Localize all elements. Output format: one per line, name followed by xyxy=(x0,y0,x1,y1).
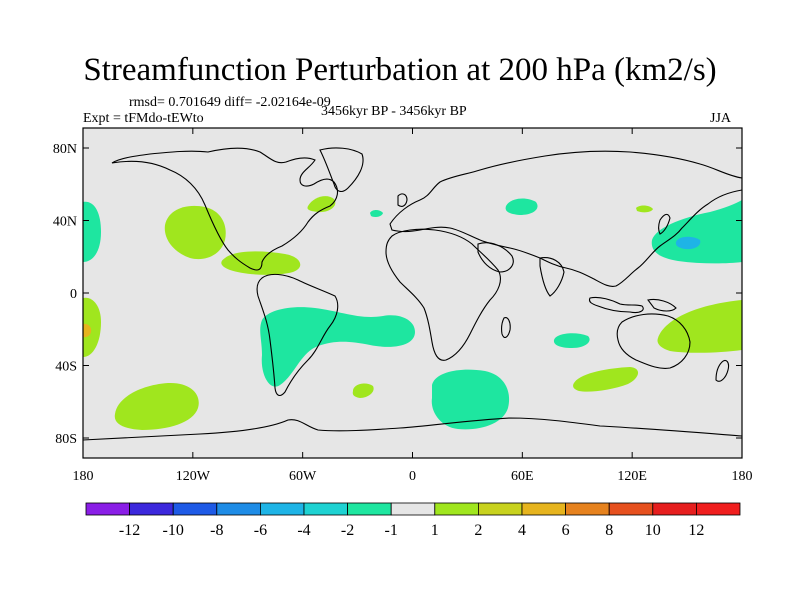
contour-north-pacific-west xyxy=(651,200,742,264)
colorbar-label: -2 xyxy=(341,522,354,539)
colorbar-swatch xyxy=(696,502,741,516)
lon-tick-label: 60W xyxy=(289,469,317,484)
coastline-india xyxy=(539,257,565,297)
colorbar-swatch xyxy=(652,502,697,516)
colorbar-label: 4 xyxy=(518,522,526,539)
experiment-label: Expt = tFMdo-tEWto xyxy=(83,111,204,126)
lon-tick-label: 60E xyxy=(511,469,534,484)
colorbar-swatch xyxy=(565,502,610,516)
colorbar-label: 6 xyxy=(562,522,570,539)
coastline-new-guinea xyxy=(647,298,677,312)
coastline-new-zealand xyxy=(715,359,730,382)
lon-tick-label: 120E xyxy=(617,469,647,484)
contour-southern-indian xyxy=(573,367,639,392)
contour-newfoundland xyxy=(307,196,336,213)
coastline-british-isles xyxy=(397,193,408,207)
colorbar-swatch xyxy=(521,502,566,516)
colorbar-label: -8 xyxy=(210,522,223,539)
contour-south-atlantic-small xyxy=(352,383,374,398)
contour-central-asia xyxy=(505,198,538,215)
contour-pacific-edge-max xyxy=(83,323,92,338)
colorbar-swatch xyxy=(172,502,218,516)
coastline-australia xyxy=(616,313,691,369)
lat-tick-label: 40N xyxy=(53,215,77,230)
period-label: 3456kyr BP - 3456kyr BP xyxy=(321,104,467,119)
lon-tick-label: 180 xyxy=(732,469,753,484)
lat-tick-label: 80N xyxy=(53,142,77,157)
coastline-indonesia xyxy=(588,296,644,314)
colorbar-swatch xyxy=(129,502,174,516)
colorbar-label: -4 xyxy=(297,522,310,539)
colorbar: -12 -10 -8 -6 -4 -2 -1 1 2 4 6 8 10 12 xyxy=(85,502,741,539)
axis-ticks: 80N 40N 0 40S 80S 180 120W 60W 0 60E 120E 180 xyxy=(53,128,753,484)
colorbar-swatch xyxy=(303,502,348,516)
colorbar-label: 2 xyxy=(474,522,482,539)
colorbar-swatch xyxy=(85,502,130,516)
contour-pacific-west-edge-north xyxy=(83,201,101,262)
colorbar-label: -6 xyxy=(254,522,267,539)
coastline-south-america xyxy=(256,273,339,397)
lon-tick-label: 120W xyxy=(176,469,211,484)
contour-south-america-atlantic xyxy=(260,307,415,387)
lat-tick-label: 80S xyxy=(55,432,77,447)
colorbar-label: 8 xyxy=(605,522,613,539)
colorbar-label: 1 xyxy=(431,522,439,539)
stats-label: rmsd= 0.701649 diff= -2.02164e-09 xyxy=(129,95,331,110)
coastline-antarctica xyxy=(83,417,742,441)
colorbar-swatch xyxy=(434,502,479,516)
contour-north-atlantic-small xyxy=(370,210,383,217)
contour-japan-small xyxy=(636,205,653,213)
contour-south-pacific-west xyxy=(657,300,742,353)
coastline-greenland xyxy=(319,147,364,193)
contour-pacific-west-edge-south xyxy=(83,297,101,357)
contour-fills xyxy=(83,147,742,441)
colorbar-label: 12 xyxy=(688,522,704,539)
contour-caribbean xyxy=(221,251,301,275)
colorbar-swatch xyxy=(477,502,523,516)
season-label: JJA xyxy=(710,111,732,126)
plot-title: Streamfunction Perturbation at 200 hPa (… xyxy=(83,52,717,88)
contour-north-pacific-min xyxy=(675,236,701,250)
contour-southern-ocean-atlantic xyxy=(431,369,510,430)
coastline-arabia xyxy=(477,242,514,273)
coastline-japan xyxy=(657,213,671,235)
lon-tick-label: 180 xyxy=(73,469,94,484)
colorbar-swatch xyxy=(347,502,392,516)
coastline-madagascar xyxy=(501,317,511,339)
colorbar-swatch xyxy=(390,502,436,516)
coastline-africa xyxy=(385,228,501,361)
lat-tick-label: 0 xyxy=(70,287,77,302)
colorbar-label: -1 xyxy=(385,522,398,539)
lon-tick-label: 0 xyxy=(409,469,416,484)
coastlines xyxy=(83,147,742,441)
colorbar-label: -10 xyxy=(163,522,184,539)
contour-south-pacific xyxy=(114,382,199,430)
coastline-north-america xyxy=(111,147,339,271)
contour-indian-ocean xyxy=(553,333,590,348)
colorbar-swatch xyxy=(259,502,305,516)
lat-tick-label: 40S xyxy=(55,360,77,375)
colorbar-label: -12 xyxy=(119,522,140,539)
colorbar-label: 10 xyxy=(645,522,661,539)
colorbar-swatch xyxy=(216,502,261,516)
colorbar-swatch xyxy=(608,502,654,516)
